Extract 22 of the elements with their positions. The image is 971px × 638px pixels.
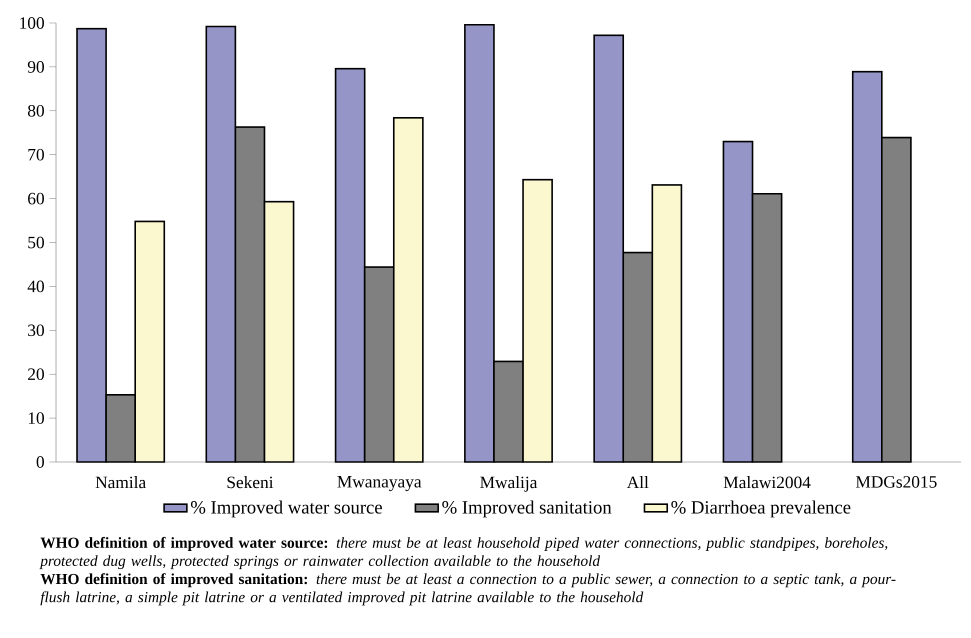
y-tick-label: 40 [28,280,44,292]
x-tick-label: Malawi2004 [724,476,811,488]
y-tick-label: 50 [28,236,44,248]
x-tick-label: Mwalija [480,476,538,492]
y-tick-label: 100 [20,17,44,29]
x-tick-label: All [626,476,649,488]
y-tick-label: 70 [28,148,44,161]
y-tick-label: 30 [28,324,44,336]
x-tick-label: Namila [96,476,146,488]
y-tick-label: 60 [28,192,44,204]
y-tick-label: 0 [36,456,44,468]
legend-label: % Diarrhoea prevalence [671,500,850,518]
legend-label: % Improved sanitation [442,500,612,518]
legend-label: % Improved water source [190,500,382,518]
text: WHO definition of improved sanitation: there must be at least a connection to a public sewer, a connection to a septic tank, a pour-flush latrine, a simple pit latrine or a ventilated improved pit latrine available to the household [40,573,896,606]
y-tick-label: 20 [28,368,44,380]
x-tick-label: MDGs2015 [856,476,937,488]
y-tick-label: 90 [28,61,44,73]
y-tick-label: 10 [28,412,44,424]
x-tick-label: Sekeni [228,476,274,488]
x-tick-label: Mwanayaya [337,476,422,492]
y-tick-label: 80 [28,104,44,117]
